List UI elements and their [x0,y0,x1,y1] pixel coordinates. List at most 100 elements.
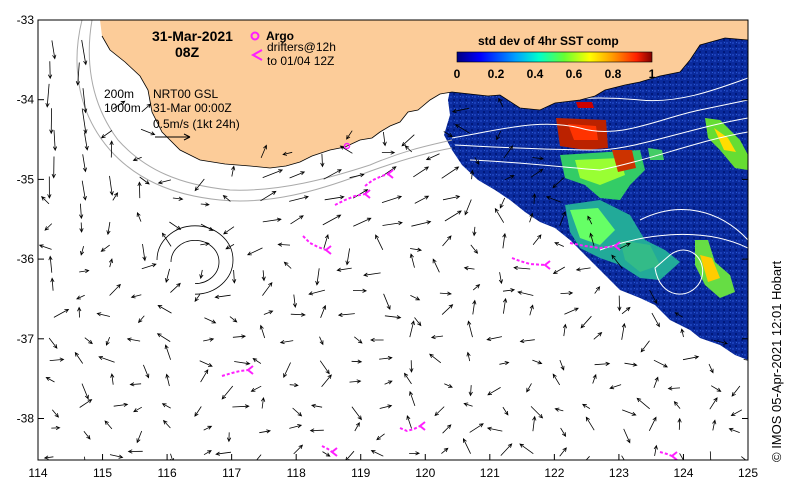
drifter-head [418,421,426,431]
drifter-tracks [221,142,678,460]
drifter-label-2: to 01/04 12Z [267,54,334,68]
velocity-arrow [444,210,462,222]
velocity-arrow [262,217,282,223]
velocity-arrow [200,369,209,383]
velocity-arrow [53,308,70,318]
velocity-arrow [582,403,591,409]
velocity-arrow [406,415,412,429]
velocity-arrow [383,293,391,311]
velocity-arrow [594,361,611,366]
velocity-arrow [559,447,567,457]
velocity-arrow [263,310,274,315]
velocity-arrow [731,385,741,397]
velocity-arrow [463,266,475,271]
velocity-arrow [463,437,471,454]
velocity-arrow [234,361,251,366]
velocity-arrow [38,244,52,250]
map-time: 08Z [175,44,200,60]
colorbar-tick-label: 0.4 [527,67,544,81]
velocity-arrow [48,255,53,273]
velocity-arrow [324,195,345,201]
velocity-arrow [730,409,743,417]
velocity-arrow [472,299,477,315]
velocity-arrow [80,245,85,256]
y-tick-label: -34 [17,93,35,107]
x-axis: 114 115 116 117 118 119 120 121 122 123 124 125 [28,454,758,480]
velocity-arrow [214,294,231,299]
credit-text: © IMOS 05-Apr-2021 12:01 Hobart [769,261,784,462]
velocity-arrow [322,451,331,457]
velocity-arrow [336,267,352,272]
velocity-arrow [199,360,213,367]
velocity-arrow [439,291,452,296]
velocity-arrow [636,397,650,410]
velocity-arrow [277,242,291,247]
model-time: 31-Mar 00:00Z [153,101,232,115]
y-tick-label: -36 [17,252,35,266]
velocity-arrow [112,100,126,110]
velocity-arrow [232,404,250,409]
velocity-arrow [292,294,297,309]
velocity-arrow [441,304,454,315]
velocity-arrow [409,390,416,407]
velocity-arrow [649,289,658,304]
velocity-arrow [289,195,309,202]
velocity-arrow [259,429,272,434]
velocity-arrow [256,454,262,460]
velocity-arrow [132,156,142,162]
velocity-arrow [502,232,507,249]
plot-area [38,20,748,460]
velocity-arrow [321,374,332,387]
velocity-arrow [113,402,129,407]
velocity-arrow [674,312,683,318]
x-tick-label: 122 [544,466,564,480]
velocity-arrow [354,421,360,432]
velocity-arrow [323,234,329,249]
velocity-arrow [425,153,440,161]
velocity-arrow [545,196,562,203]
velocity-arrow [283,362,291,379]
velocity-arrow [414,317,422,327]
velocity-arrow [653,359,669,368]
depth-label-1000m: 1000m [104,101,141,115]
velocity-arrow [319,360,330,375]
colorbar-tick-label: 0.2 [488,67,505,81]
velocity-arrow [106,221,111,236]
velocity-arrow [585,456,590,460]
velocity-arrow [575,267,591,272]
colorbar-tick-label: 0.6 [566,67,583,81]
velocity-arrow [611,254,623,269]
velocity-arrow [709,397,718,410]
velocity-arrow [45,83,50,108]
velocity-arrow [552,373,561,386]
velocity-arrow [708,363,714,374]
velocity-arrow [504,175,515,181]
velocity-arrow [43,455,54,460]
velocity-arrow [290,215,304,225]
argo-marker-icon [250,31,260,41]
velocity-arrow [585,416,595,431]
velocity-arrow [165,268,170,283]
x-tick-label: 123 [609,466,629,480]
velocity-arrow [51,40,57,60]
velocity-arrow [81,383,89,400]
argo-float [343,142,351,150]
velocity-arrow [513,265,531,271]
velocity-arrow [592,373,597,384]
velocity-arrow [290,312,306,317]
velocity-arrow [468,385,473,397]
velocity-arrow [404,145,413,153]
velocity-arrow [532,234,542,246]
velocity-arrow [203,337,215,342]
velocity-arrow [81,108,88,135]
velocity-arrow [194,178,205,192]
velocity-arrow [320,304,327,318]
eddy-arrow [170,240,220,284]
velocity-arrow [51,409,59,418]
velocity-arrow [414,195,430,204]
velocity-arrow [617,295,622,312]
plot-frame [37,19,749,461]
velocity-arrow [289,382,299,388]
velocity-arrow [84,456,86,460]
